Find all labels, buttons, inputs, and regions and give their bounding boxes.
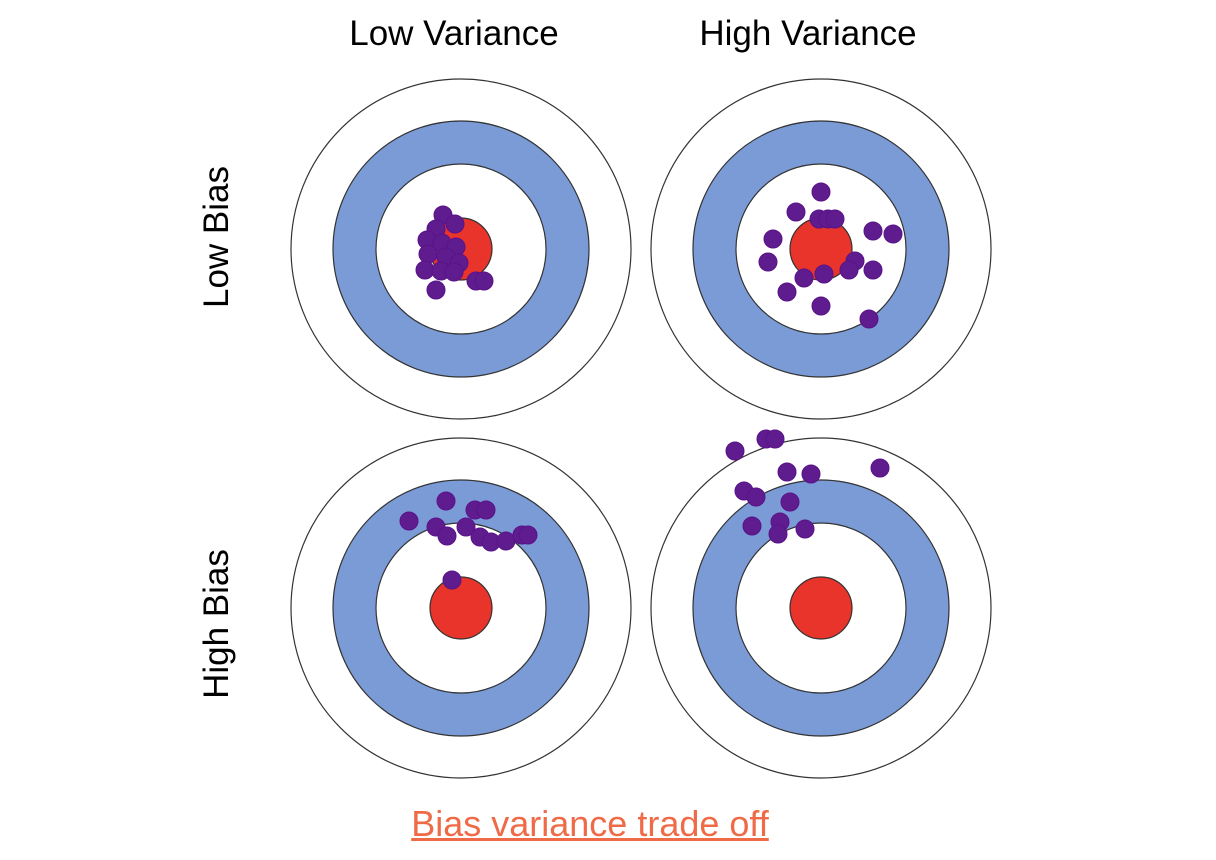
shot-dot	[780, 492, 800, 512]
target-bullseye	[789, 576, 853, 640]
shot-dot	[765, 429, 785, 449]
shot-dot	[436, 491, 456, 511]
shot-dot	[426, 280, 446, 300]
shot-dot	[518, 525, 538, 545]
shot-cluster	[725, 429, 890, 544]
column-label-low-variance: Low Variance	[349, 14, 558, 53]
shot-dot	[777, 462, 797, 482]
shot-dot	[859, 309, 879, 329]
shot-dot	[415, 260, 435, 280]
shot-dot	[399, 511, 419, 531]
shot-dot	[746, 487, 766, 507]
caption-link[interactable]: Bias variance trade off	[411, 803, 769, 844]
shot-dot	[777, 282, 797, 302]
shot-dot	[814, 264, 834, 284]
shot-dot	[825, 209, 845, 229]
target-high-bias-high-variance	[650, 429, 992, 779]
shot-dot	[496, 531, 516, 551]
shot-dot	[768, 524, 788, 544]
shot-dot	[474, 271, 494, 291]
shot-dot	[863, 260, 883, 280]
shot-dot	[418, 244, 438, 264]
shot-dot	[444, 262, 464, 282]
shot-dot	[445, 214, 465, 234]
shot-dot	[437, 526, 457, 546]
shot-cluster	[399, 491, 538, 590]
column-label-high-variance: High Variance	[699, 14, 916, 53]
shot-dot	[476, 500, 496, 520]
target-high-bias-low-variance	[290, 437, 632, 779]
shot-dot	[801, 464, 821, 484]
shot-dot	[839, 260, 859, 280]
target-bullseye	[429, 576, 493, 640]
target-low-bias-low-variance	[290, 78, 632, 420]
shot-dot	[794, 268, 814, 288]
shot-dot	[811, 182, 831, 202]
row-label-low-bias: Low Bias	[197, 166, 236, 308]
shot-dot	[795, 519, 815, 539]
shot-dot	[758, 252, 778, 272]
shot-cluster	[415, 205, 494, 300]
shot-dot	[442, 570, 462, 590]
shot-dot	[456, 517, 476, 537]
shot-dot	[786, 202, 806, 222]
shot-dot	[811, 296, 831, 316]
shot-dot	[725, 441, 745, 461]
shot-dot	[863, 221, 883, 241]
row-label-high-bias: High Bias	[197, 549, 236, 699]
shot-cluster	[758, 182, 903, 329]
target-low-bias-high-variance	[650, 78, 992, 420]
shot-dot	[742, 516, 762, 536]
shot-dot	[763, 229, 783, 249]
shot-dot	[870, 458, 890, 478]
shot-dot	[883, 224, 903, 244]
